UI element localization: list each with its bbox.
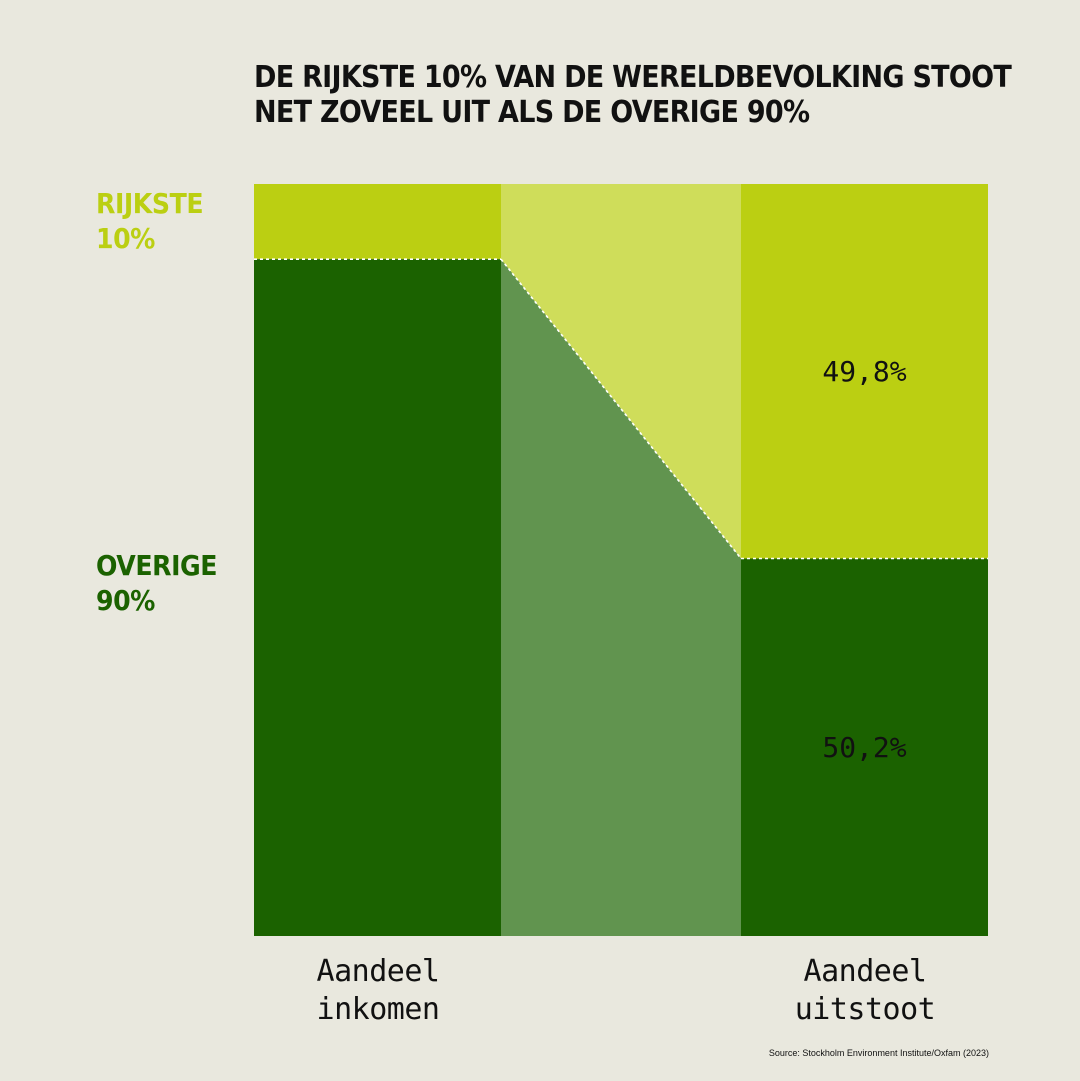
chart-title-line: DE RIJKSTE 10% VAN DE WERELDBEVOLKING ST… — [254, 60, 1012, 95]
divider-connector — [500, 258, 742, 559]
bar-emissions-rest — [741, 558, 988, 936]
x-tick-label-emissions-line: uitstoot — [794, 992, 936, 1027]
x-tick-label-emissions-line: Aandeel — [803, 954, 927, 989]
chart-title: DE RIJKSTE 10% VAN DE WERELDBEVOLKING ST… — [254, 60, 1012, 130]
legend-label-rich-line: 10% — [96, 222, 155, 255]
data-label-emissions-rest: 50,2% — [822, 731, 906, 764]
legend-label-rest: OVERIGE 90% — [96, 548, 217, 618]
legend-label-rest-line: 90% — [96, 584, 155, 617]
connector-rest-area — [501, 259, 741, 936]
data-label-emissions-rich: 49,8% — [822, 355, 906, 388]
x-tick-label-income: Aandeel inkomen — [254, 953, 502, 1029]
x-tick-label-income-line: inkomen — [316, 992, 440, 1027]
x-tick-label-income-line: Aandeel — [316, 954, 440, 989]
source-note: Source: Stockholm Environment Institute/… — [768, 1048, 989, 1058]
legend-label-rich: RIJKSTE 10% — [96, 186, 204, 256]
bar-emissions-rich — [741, 184, 988, 559]
connector-rich-area — [501, 184, 741, 559]
bar-income-rest — [254, 259, 501, 936]
chart-title-line: NET ZOVEEL UIT ALS DE OVERIGE 90% — [254, 95, 810, 130]
legend-label-rest-line: OVERIGE — [96, 549, 217, 582]
x-tick-label-emissions: Aandeel uitstoot — [741, 953, 989, 1029]
legend-label-rich-line: RIJKSTE — [96, 187, 204, 220]
bar-income-rich — [254, 184, 501, 260]
